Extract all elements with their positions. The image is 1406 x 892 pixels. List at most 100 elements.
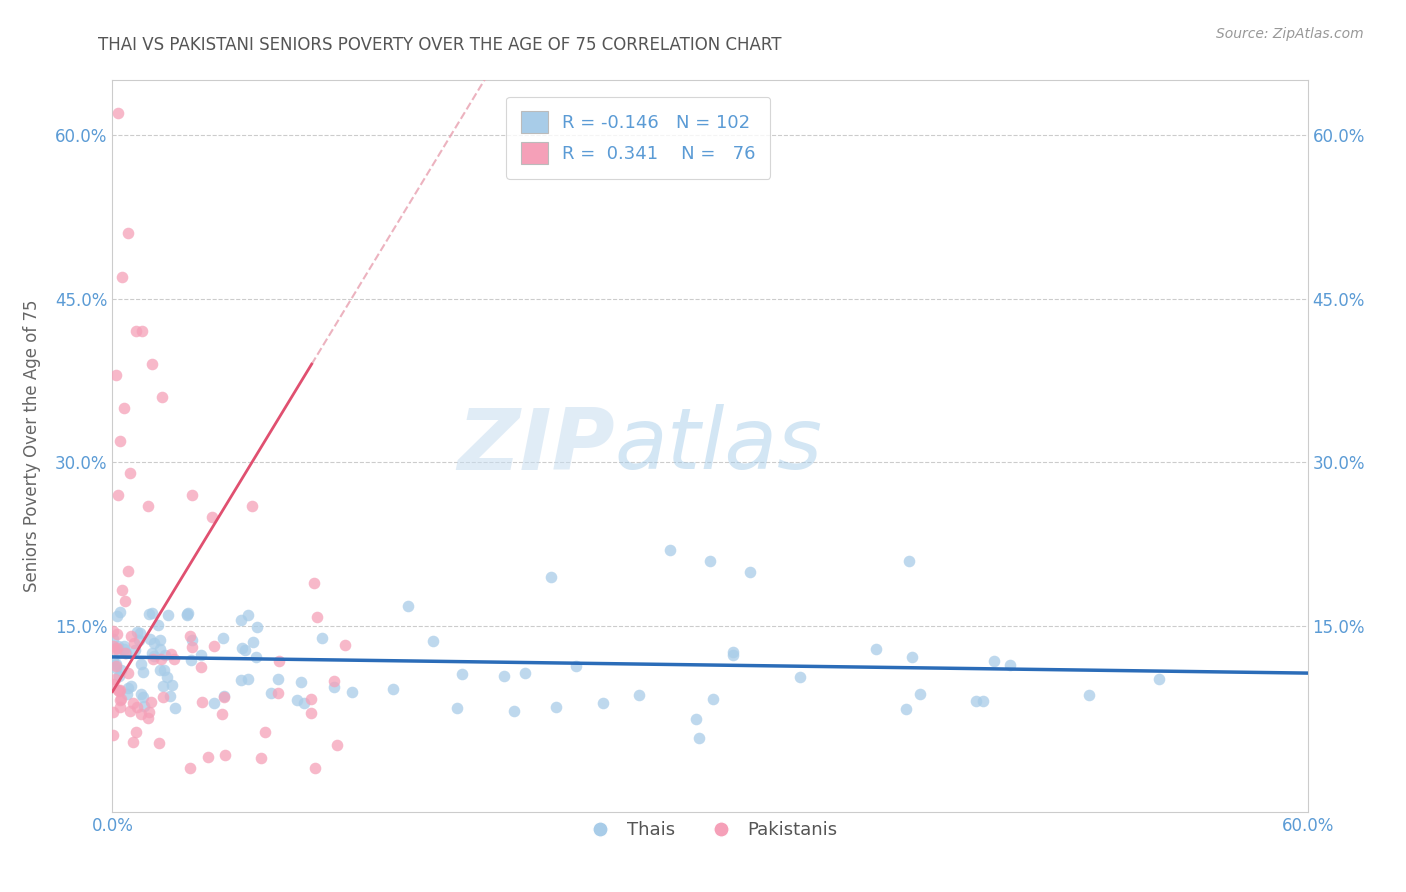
Point (148, 617, 170, 632)
Point (163, 652, 186, 666)
Point (152, 679, 174, 693)
Point (323, 680, 346, 694)
Point (340, 685, 363, 699)
Point (104, 672, 127, 686)
Point (149, 633, 172, 648)
Point (544, 700, 567, 714)
Point (117, 564, 139, 578)
Point (105, 641, 128, 656)
Point (149, 663, 172, 677)
Point (160, 647, 183, 661)
Point (191, 695, 214, 709)
Point (108, 693, 131, 707)
Point (141, 357, 163, 371)
Point (107, 683, 129, 698)
Y-axis label: Seniors Poverty Over the Age of 75: Seniors Poverty Over the Age of 75 (24, 300, 41, 592)
Point (143, 648, 166, 663)
Point (492, 668, 515, 682)
Point (129, 706, 152, 721)
Point (129, 625, 152, 640)
Point (103, 632, 125, 646)
Point (132, 698, 155, 713)
Point (107, 488, 129, 502)
Point (181, 632, 204, 647)
Point (115, 688, 138, 702)
Point (117, 226, 139, 240)
Point (333, 638, 356, 652)
Point (236, 673, 259, 687)
Point (305, 610, 328, 624)
Point (108, 646, 131, 660)
Point (972, 694, 994, 708)
Point (202, 640, 225, 654)
Point (108, 684, 131, 698)
Point (117, 666, 139, 681)
Point (139, 632, 162, 646)
Point (122, 735, 145, 749)
Point (138, 499, 160, 513)
Point (246, 620, 269, 634)
Point (101, 705, 124, 719)
Legend: Thais, Pakistanis: Thais, Pakistanis (575, 814, 845, 847)
Point (111, 582, 134, 597)
Point (180, 640, 202, 654)
Point (789, 670, 811, 684)
Point (138, 607, 160, 622)
Point (685, 712, 707, 726)
Point (101, 624, 124, 638)
Point (267, 654, 290, 668)
Point (149, 641, 172, 656)
Point (150, 652, 173, 666)
Point (179, 629, 201, 643)
Point (105, 608, 128, 623)
Text: THAI VS PAKISTANI SENIORS POVERTY OVER THE AGE OF 75 CORRELATION CHART: THAI VS PAKISTANI SENIORS POVERTY OVER T… (98, 36, 782, 54)
Point (197, 750, 219, 764)
Point (148, 736, 170, 750)
Point (285, 692, 308, 706)
Point (299, 691, 322, 706)
Point (110, 699, 132, 714)
Point (101, 639, 124, 653)
Point (136, 711, 159, 725)
Point (540, 570, 562, 584)
Point (898, 554, 921, 568)
Point (132, 690, 155, 704)
Point (114, 646, 136, 660)
Point (236, 607, 259, 622)
Point (181, 488, 204, 502)
Point (115, 646, 138, 660)
Text: Source: ZipAtlas.com: Source: ZipAtlas.com (1216, 27, 1364, 41)
Point (865, 641, 887, 656)
Point (229, 673, 252, 687)
Point (212, 690, 235, 705)
Point (125, 624, 148, 639)
Point (627, 688, 650, 702)
Point (451, 666, 474, 681)
Point (120, 629, 142, 643)
Point (894, 702, 917, 716)
Point (105, 658, 128, 673)
Point (699, 554, 721, 568)
Point (153, 664, 176, 678)
Point (212, 690, 235, 704)
Point (190, 660, 212, 674)
Point (446, 701, 468, 715)
Point (125, 699, 148, 714)
Point (721, 648, 744, 662)
Point (163, 700, 186, 714)
Point (153, 648, 176, 662)
Point (125, 324, 148, 338)
Point (323, 674, 346, 689)
Point (290, 675, 312, 690)
Point (101, 677, 124, 691)
Text: ZIP: ZIP (457, 404, 614, 488)
Point (254, 724, 277, 739)
Point (110, 663, 132, 677)
Point (103, 654, 125, 668)
Point (326, 739, 349, 753)
Point (299, 706, 322, 721)
Point (107, 627, 129, 641)
Point (311, 632, 333, 646)
Point (901, 649, 924, 664)
Point (965, 694, 987, 708)
